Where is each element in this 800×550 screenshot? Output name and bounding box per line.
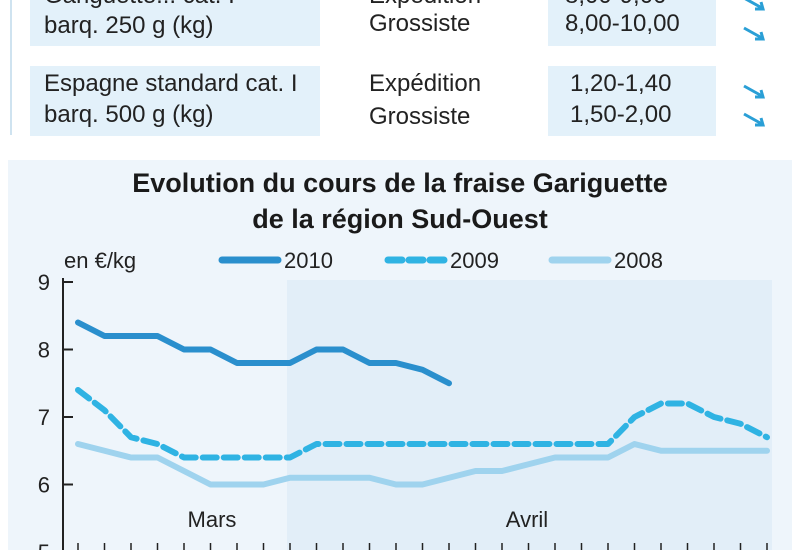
chart-axes: 5 6 7 8 9 (38, 270, 768, 550)
stage-label: Grossiste (369, 103, 471, 130)
price-table: Gariguette... cat. I barq. 250 g (kg) Ex… (0, 0, 800, 140)
stage-label: Expédition (369, 0, 481, 10)
month-label-mars: Mars (188, 507, 237, 532)
y-tick-label: 8 (38, 338, 50, 363)
chart-legend: 2010 2009 2008 (218, 248, 663, 273)
table-row-band (30, 66, 320, 136)
series-line-2010 (75, 319, 452, 387)
y-tick-label: 9 (38, 270, 50, 295)
legend-label-2009: 2009 (450, 248, 499, 273)
legend-label-2008: 2008 (614, 248, 663, 273)
product-line1: Gariguette... cat. I (44, 0, 235, 10)
down-right-arrow-icon (744, 0, 765, 11)
table-row-band (30, 0, 320, 46)
legend-label-2010: 2010 (284, 248, 333, 273)
price-range: 1,50-2,00 (570, 101, 672, 128)
chart-subtitle: de la région Sud-Ouest (252, 204, 548, 234)
chart-series (75, 319, 770, 488)
down-right-arrow-icon (743, 26, 765, 41)
price-range: 8,00-10,00 (565, 10, 680, 37)
stage-label: Grossiste (369, 10, 471, 37)
series-line-2009 (75, 387, 770, 461)
chart-title: Evolution du cours de la fraise Gariguet… (132, 168, 668, 198)
price-band (548, 66, 716, 136)
table-divider (10, 0, 12, 135)
down-right-arrow-icon (743, 84, 765, 99)
y-tick-label: 7 (38, 405, 50, 430)
product-line2: barq. 500 g (kg) (44, 101, 214, 128)
price-band (548, 0, 716, 46)
series-line-2008 (75, 441, 770, 488)
april-shading (287, 280, 772, 550)
stage-label: Expédition (369, 70, 482, 97)
price-range: 8,00-9,00 (565, 0, 666, 10)
price-range: 1,20-1,40 (570, 70, 672, 97)
month-label-avril: Avril (506, 507, 548, 532)
y-tick-label: 6 (38, 473, 50, 498)
product-line1: Espagne standard cat. I (44, 70, 298, 97)
product-line2: barq. 250 g (kg) (44, 12, 214, 39)
y-axis-unit-label: en €/kg (64, 248, 136, 273)
y-tick-label: 5 (38, 540, 50, 550)
down-right-arrow-icon (743, 112, 765, 127)
